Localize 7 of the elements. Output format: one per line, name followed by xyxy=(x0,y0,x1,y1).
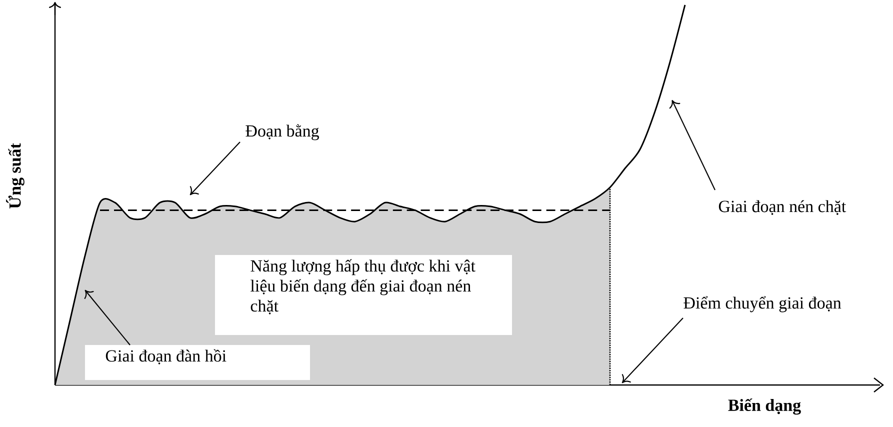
annotation: Đoạn bằng xyxy=(246,124,319,140)
annotation: Năng lượng hấp thụ được khi vật liệu biến dạng đến giai đoạn nén chặt xyxy=(250,259,476,314)
annotation: Giai đoạn nén chặt xyxy=(718,200,846,215)
y-axis-title: Ứng suất xyxy=(6,143,24,209)
x-axis-title: Biến dạng xyxy=(728,398,801,415)
annotation: Điểm chuyển giai đoạn xyxy=(684,296,842,312)
annotation: Giai đoạn đàn hồi xyxy=(106,349,226,364)
